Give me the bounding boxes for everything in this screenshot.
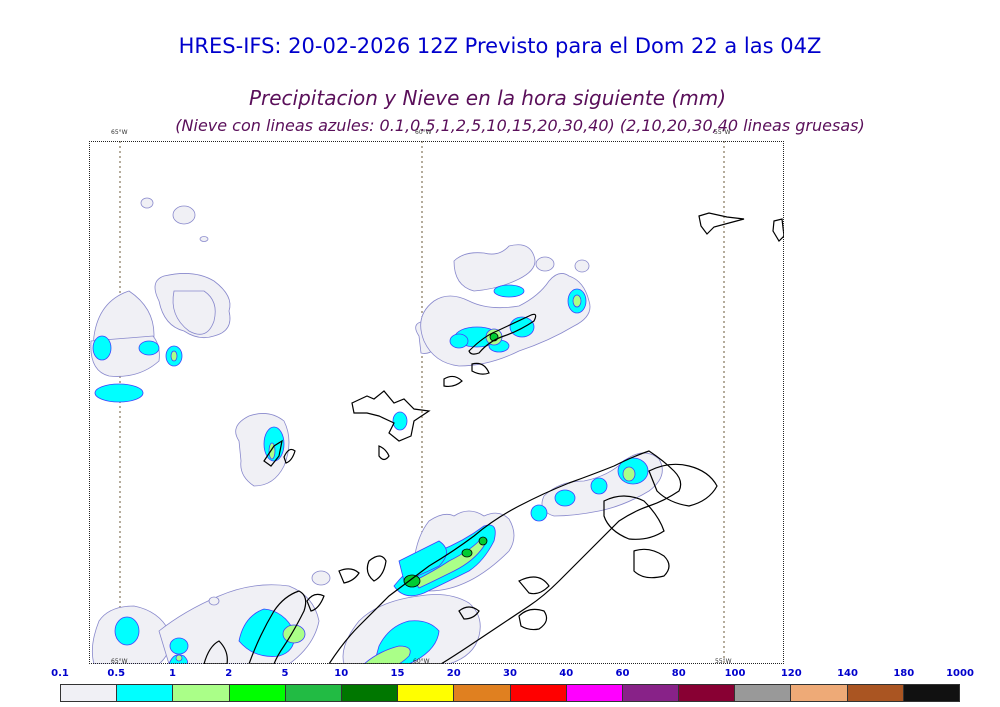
legend-swatch [847, 685, 904, 701]
legend-swatch [341, 685, 399, 701]
meridian-label-top-65w: 65°W [111, 129, 128, 136]
legend-swatch [622, 685, 680, 701]
legend-swatch [173, 685, 230, 701]
legend-swatch [566, 685, 623, 701]
meridian-label-bottom-60w: 60°W [413, 658, 430, 665]
legend-swatch [791, 685, 848, 701]
legend-label: 180 [893, 668, 915, 679]
legend-swatch [510, 685, 567, 701]
legend-swatch [454, 685, 511, 701]
legend-label: 10 [334, 668, 349, 679]
legend-swatch [398, 685, 455, 701]
legend-label: 140 [837, 668, 858, 679]
legend-swatch [903, 685, 959, 701]
precip-light-areas [90, 197, 663, 664]
legend-color-bar [60, 684, 960, 702]
legend-swatch [61, 685, 118, 701]
map-subtitle: Precipitacion y Nieve en la hora siguien… [248, 86, 727, 110]
legend-label: 20 [446, 668, 461, 679]
legend-swatch [679, 685, 736, 701]
legend-label: 120 [780, 668, 802, 679]
legend-label: 5 [281, 668, 289, 679]
legend-label: 0.5 [107, 668, 126, 679]
coastlines [203, 212, 784, 664]
legend-label: 1 [169, 668, 176, 679]
legend-label: 80 [671, 668, 686, 679]
meridian-label-bottom-65w: 65°W [111, 658, 128, 665]
legend-label: 2 [225, 668, 233, 679]
legend-label: 100 [724, 668, 746, 679]
snow-lines-note: (Nieve con lineas azules: 0.1,0.5,1,2,5,… [175, 116, 865, 135]
meridian-label-top-55w: 55°W [714, 129, 731, 136]
legend-label: 1000 [946, 668, 974, 679]
meridian-label-top-60w: 60°W [415, 129, 432, 136]
legend-label: 60 [615, 668, 630, 679]
legend-swatch [229, 685, 286, 701]
legend-swatch [117, 685, 174, 701]
precipitation-legend: 0.1 0.5 1 2 5 10 15 20 30 40 60 80 100 120 140 180 1000 [0, 666, 1000, 707]
legend-swatch [735, 685, 792, 701]
legend-label: 0.1 [51, 668, 69, 679]
map-title: HRES-IFS: 20-02-2026 12Z Previsto para e… [178, 34, 822, 58]
precip-moderate-areas [92, 284, 649, 664]
legend-label: 30 [503, 668, 517, 679]
legend-label: 15 [390, 668, 405, 679]
precipitation-map [90, 141, 784, 664]
legend-label: 40 [559, 668, 574, 679]
meridian-label-bottom-55w: 55°W [715, 658, 732, 665]
legend-swatch [285, 685, 342, 701]
